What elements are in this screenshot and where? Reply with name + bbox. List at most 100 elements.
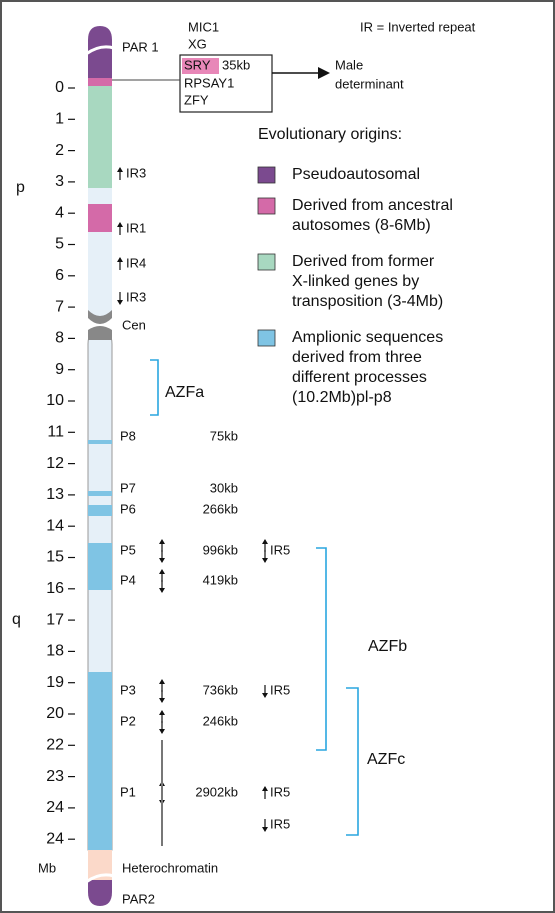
scale-label: 0 [55, 79, 64, 96]
legend-swatch [258, 254, 275, 270]
palindrome-name: P3 [120, 682, 136, 697]
legend-swatch [258, 198, 275, 214]
gene-label: SRY [184, 57, 211, 72]
page: Y chromosome map html, body { margin: 0;… [0, 0, 555, 913]
palindrome-size: 75kb [210, 428, 238, 443]
legend-label: Derived from ancestral [292, 197, 453, 214]
scale-label: 1 [55, 111, 64, 128]
scale-label: 7 [55, 298, 64, 315]
palindrome-name: P4 [120, 572, 136, 587]
legend-label: transposition (3-4Mb) [292, 293, 443, 310]
scale-unit: Mb [38, 860, 56, 875]
band [88, 672, 112, 850]
palindrome-size: 2902kb [195, 784, 238, 799]
scale-label: 10 [46, 392, 64, 409]
determinant-label: determinant [335, 76, 404, 91]
arm-label: p [16, 179, 25, 196]
chromosome [86, 26, 114, 906]
palindrome-size: 30kb [210, 480, 238, 495]
repeat-label: IR1 [126, 220, 146, 235]
legend-label: (10.2Mb)pl-p8 [292, 389, 392, 406]
palindrome-name: P6 [120, 501, 136, 516]
scale-label: 9 [55, 361, 64, 378]
region-label: Heterochromatin [122, 860, 218, 875]
scale-label: 20 [46, 705, 64, 722]
scale-label: 11 [47, 424, 64, 441]
scale-label: 4 [55, 204, 64, 221]
scale-label: 22 [46, 737, 64, 754]
palindrome-size: 246kb [203, 713, 238, 728]
scale-label: 16 [46, 580, 64, 597]
band [88, 78, 112, 86]
palindrome-name: P5 [120, 542, 136, 557]
band [88, 491, 112, 496]
legend-title: Evolutionary origins: [258, 126, 402, 143]
legend-label: derived from three [292, 349, 422, 366]
scale-label: 17 [46, 611, 64, 628]
gene-size: 35kb [222, 57, 250, 72]
scale-label: 15 [46, 549, 64, 566]
par1-band [88, 26, 112, 80]
gene-label: MIC1 [188, 19, 219, 34]
palindrome-size: 266kb [203, 501, 238, 516]
band [88, 204, 112, 232]
palindrome-name: P8 [120, 428, 136, 443]
centromere [88, 326, 112, 340]
azf-label: AZFc [367, 751, 405, 768]
scale-label: 8 [55, 330, 64, 347]
band [88, 188, 112, 204]
region-label: Cen [122, 317, 146, 332]
gene-label: RPSAY1 [184, 75, 234, 90]
scale-label: 3 [55, 173, 64, 190]
gene-label: XG [188, 36, 207, 51]
diagram: IR = Inverted repeat p q PAR 1 Cen Heter… [0, 0, 555, 913]
legend-label: Pseudoautosomal [292, 166, 420, 183]
scale-label: 23 [46, 768, 64, 785]
scale-label: 13 [46, 486, 64, 503]
repeat-label: IR5 [270, 816, 290, 831]
band [88, 86, 112, 188]
palindrome-size: 736kb [203, 682, 238, 697]
palindrome-name: P1 [120, 784, 136, 799]
scale-label: 24 [46, 799, 64, 816]
scale-label: 18 [46, 643, 64, 660]
band [88, 543, 112, 590]
palindrome-name: P2 [120, 713, 136, 728]
palindrome-size: 419kb [203, 572, 238, 587]
legend-swatch [258, 167, 275, 183]
arm-label: q [12, 611, 21, 628]
body: { "note": "IR = Inverted repeat", "arms"… [0, 0, 555, 913]
legend-swatch [258, 330, 275, 346]
legend-label: different processes [292, 369, 427, 386]
scale-label: 14 [46, 517, 64, 534]
scale-label: 19 [46, 674, 64, 691]
band [88, 232, 112, 317]
scale-label: 24 [46, 830, 64, 847]
palindrome-size: 996kb [203, 542, 238, 557]
repeat-label: IR4 [126, 255, 146, 270]
scale-label: 5 [55, 236, 64, 253]
legend-label: Amplionic sequences [292, 329, 443, 346]
legend-label: Derived from former [292, 253, 435, 270]
repeat-label: IR5 [270, 542, 290, 557]
par2-band [88, 880, 112, 906]
scale-label: 12 [46, 455, 64, 472]
palindrome-name: P7 [120, 480, 136, 495]
legend-label: autosomes (8-6Mb) [292, 217, 431, 234]
azf-label: AZFb [368, 638, 407, 655]
region-label: PAR 1 [122, 39, 159, 54]
azf-label: AZFa [165, 384, 204, 401]
repeat-label: IR3 [126, 165, 146, 180]
repeat-label: IR3 [126, 289, 146, 304]
repeat-label: IR5 [270, 682, 290, 697]
determinant-label: Male [335, 57, 363, 72]
legend-label: X-linked genes by [292, 273, 419, 290]
repeat-label: IR5 [270, 784, 290, 799]
band [88, 505, 112, 516]
band [88, 440, 112, 444]
note: IR = Inverted repeat [360, 19, 476, 34]
scale-label: 2 [55, 142, 64, 159]
gene-label: ZFY [184, 92, 209, 107]
scale-label: 6 [55, 267, 64, 284]
region-label: PAR2 [122, 891, 155, 906]
